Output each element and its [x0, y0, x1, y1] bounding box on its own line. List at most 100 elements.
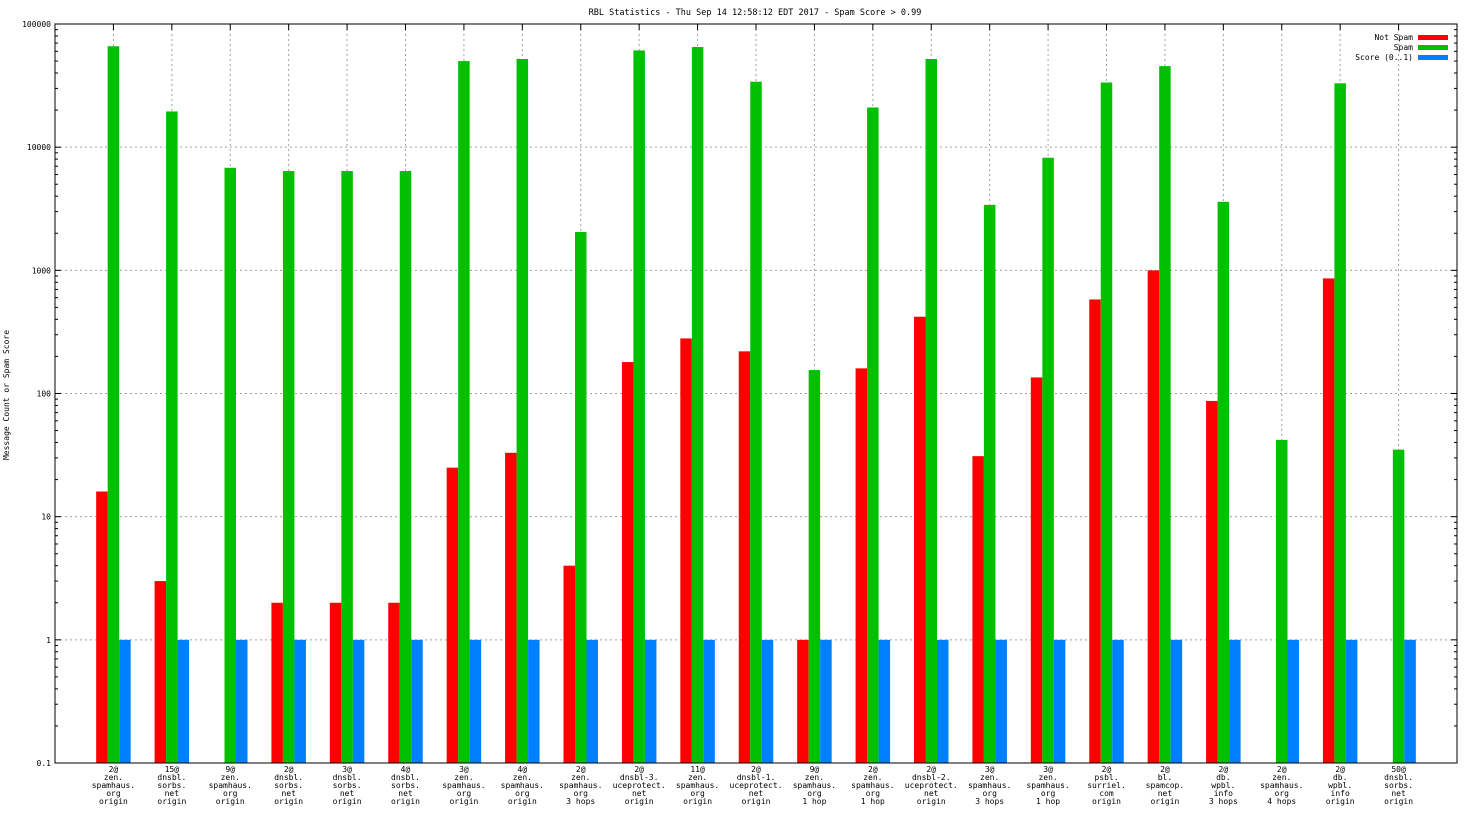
bar-spam [1276, 439, 1288, 763]
bar-score-0-1 [995, 639, 1007, 763]
x-category-label: net [340, 789, 355, 798]
chart-title: RBL Statistics - Thu Sep 14 12:58:12 EDT… [589, 8, 922, 18]
x-category-label: net [1391, 789, 1406, 798]
x-category-label: 11@ [690, 765, 705, 774]
bar-not-spam [972, 456, 984, 763]
x-category-label: spamhaus. [1260, 781, 1303, 790]
x-category-label: 1 hop [861, 797, 885, 806]
bar-score-0-1 [352, 639, 365, 763]
y-tick-label: 1 [46, 636, 51, 645]
x-category-label: zen. [454, 773, 473, 782]
x-category-label: db. [1333, 773, 1347, 782]
x-category-label: 2@ [751, 765, 761, 774]
bar-score-0-1 [1229, 639, 1241, 763]
y-tick-label: 1000 [32, 266, 51, 275]
x-category-label: zen. [863, 773, 882, 782]
x-category-label: origin [1384, 797, 1413, 806]
bar-score-0-1 [1345, 639, 1358, 763]
x-category-label: 9@ [225, 765, 235, 774]
x-category-label: org [866, 789, 881, 798]
bars [96, 46, 1416, 764]
bar-score-0-1 [586, 639, 598, 763]
x-category-label: uceprotect. [730, 781, 783, 790]
bar-spam [282, 171, 295, 764]
bar-score-0-1 [1112, 639, 1124, 763]
x-category-label: zen. [1038, 773, 1057, 782]
x-category-label: 2@ [1335, 765, 1345, 774]
x-category-label: origin [683, 797, 712, 806]
x-category-label: spamhaus. [559, 781, 602, 790]
x-category-label: com [1099, 789, 1114, 798]
y-tick-label: 100 [37, 390, 52, 399]
bar-not-spam [154, 581, 167, 763]
x-category-label: zen. [688, 773, 707, 782]
bar-spam [1100, 82, 1113, 763]
x-category-label: spamhaus. [851, 781, 894, 790]
bar-score-0-1 [703, 639, 715, 763]
x-category-label: 4@ [401, 765, 411, 774]
x-category-label: net [281, 789, 296, 798]
bar-not-spam [563, 565, 575, 763]
x-category-label: info [1331, 789, 1350, 798]
bar-not-spam [1030, 377, 1043, 763]
y-tick-label: 10000 [27, 143, 51, 152]
bar-not-spam [1206, 400, 1218, 763]
x-category-label: net [632, 789, 647, 798]
legend-swatch [1418, 35, 1448, 40]
x-category-label: wpbl. [1328, 781, 1352, 790]
x-category-label: spamhaus. [676, 781, 719, 790]
bar-spam [633, 50, 645, 764]
x-category-label: spamhaus. [442, 781, 485, 790]
x-category-label: spamhaus. [793, 781, 836, 790]
x-category-label: org [223, 789, 238, 798]
x-category-label: 3@ [342, 765, 352, 774]
y-tick-label: 100000 [22, 20, 51, 29]
x-category-label: 3 hops [566, 797, 595, 806]
x-category-label: uceprotect. [613, 781, 666, 790]
x-category-label: 4@ [518, 765, 528, 774]
x-category-label: 2@ [1277, 765, 1287, 774]
bar-score-0-1 [1404, 639, 1416, 763]
bar-score-0-1 [294, 639, 306, 763]
x-category-label: origin [157, 797, 186, 806]
x-category-label: 1 hop [802, 797, 826, 806]
x-category-label: spamcop. [1146, 781, 1185, 790]
x-category-label: net [1158, 789, 1173, 798]
x-category-label: origin [742, 797, 771, 806]
x-category-label: org [106, 789, 121, 798]
bar-not-spam [329, 602, 342, 763]
x-category-label: zen. [1272, 773, 1291, 782]
x-category-label: net [165, 789, 180, 798]
bar-spam [1042, 157, 1054, 763]
bar-score-0-1 [1170, 639, 1183, 763]
x-category-label: 3 hops [1209, 797, 1238, 806]
x-category-label: dnsbl-3. [620, 773, 659, 782]
bar-spam [458, 61, 470, 764]
bar-score-0-1 [119, 639, 131, 763]
x-category-label: origin [917, 797, 946, 806]
x-category-label: spamhaus. [501, 781, 544, 790]
bar-not-spam [1147, 270, 1160, 763]
x-category-label: 50@ [1391, 765, 1406, 774]
bar-spam [808, 370, 821, 763]
x-category-label: org [690, 789, 705, 798]
x-category-label: 2@ [1102, 765, 1112, 774]
bar-spam [750, 81, 762, 763]
x-category-label: 2@ [284, 765, 294, 774]
x-category-label: zen. [221, 773, 240, 782]
bar-spam [341, 171, 353, 764]
x-category-label: dnsbl. [333, 773, 362, 782]
x-category-label: sorbs. [391, 781, 420, 790]
x-category-label: 1 hop [1036, 797, 1060, 806]
bar-not-spam [621, 362, 634, 763]
x-category-label: 2@ [926, 765, 936, 774]
x-category-label: origin [99, 797, 128, 806]
x-category-label: origin [1092, 797, 1121, 806]
x-category-label: zen. [805, 773, 824, 782]
x-category-label: 4 hops [1267, 797, 1296, 806]
x-category-label: zen. [571, 773, 590, 782]
x-category-label: org [807, 789, 822, 798]
y-axis-label: Message Count or Spam Score [2, 330, 11, 460]
x-category-label: psbl. [1094, 773, 1118, 782]
